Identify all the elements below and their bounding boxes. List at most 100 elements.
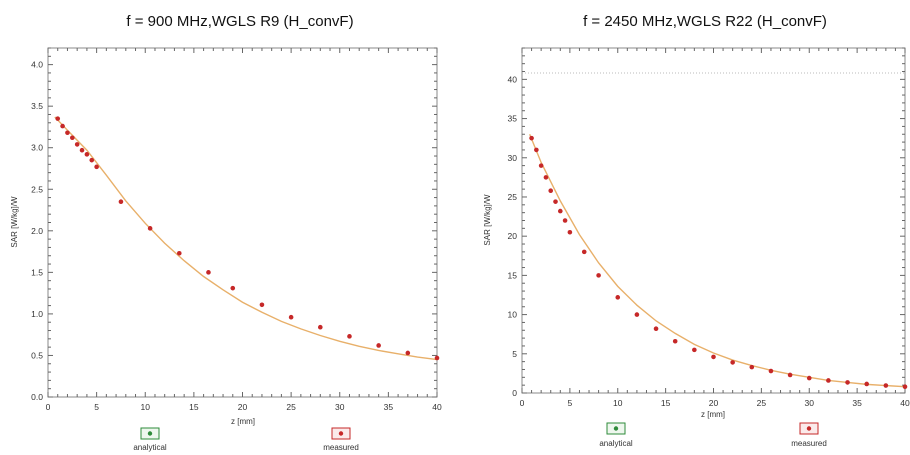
measured-point: [147, 226, 153, 231]
analytical-curve: [54, 116, 438, 361]
legend-label-measured: measured: [323, 443, 359, 452]
measured-point: [553, 199, 558, 204]
y-tick-labels: 0 5 10 15 20 25 30 35 40: [508, 74, 518, 398]
y-tick-label: 0.5: [31, 350, 43, 360]
measured-point: [711, 354, 716, 360]
measured-point: [845, 380, 850, 385]
measured-point: [787, 372, 793, 378]
y-tick-label: 1.0: [31, 309, 43, 319]
measured-point: [558, 208, 563, 214]
measured-point: [826, 378, 831, 383]
y-tick-label: 3.5: [31, 101, 43, 111]
measured-point: [543, 175, 549, 180]
y-tick-label: 35: [508, 114, 518, 124]
x-tick-label: 0: [520, 398, 525, 408]
x-tick-label: 25: [757, 398, 767, 408]
x-tick-label: 0: [46, 402, 51, 412]
measured-point: [883, 383, 889, 388]
x-tick-label: 25: [286, 402, 296, 412]
plot-frame: [47, 47, 438, 398]
measured-point: [230, 285, 236, 291]
measured-point: [548, 188, 554, 194]
x-axis-label: z [mm]: [701, 410, 725, 419]
x-tick-labels: 0 5 10 15 20 25 30 35 40: [46, 402, 442, 412]
measured-point: [562, 218, 568, 223]
measured-point: [288, 314, 294, 320]
x-tick-labels: 0 5 10 15 20 25 30 35 40: [520, 398, 910, 408]
y-axis-label: SAR [W/kg]/W: [483, 194, 492, 246]
legend-label-analytical: analytical: [599, 439, 633, 448]
tick-marks: [521, 47, 906, 394]
x-tick-label: 35: [852, 398, 862, 408]
measured-point: [206, 270, 211, 275]
y-axis-label: SAR [W/kg]/W: [10, 196, 19, 248]
measured-point: [730, 360, 735, 365]
x-tick-label: 35: [384, 402, 394, 412]
x-tick-label: 20: [709, 398, 719, 408]
x-tick-label: 10: [613, 398, 623, 408]
y-tick-label: 4.0: [31, 60, 43, 70]
x-tick-label: 5: [94, 402, 99, 412]
tick-marks: [47, 47, 438, 398]
measured-point: [615, 295, 621, 300]
y-tick-label: 3.0: [31, 143, 43, 153]
x-tick-label: 30: [805, 398, 815, 408]
measured-point: [653, 326, 659, 332]
legend-analytical-icon: [147, 431, 153, 436]
measured-point: [806, 375, 812, 381]
x-tick-label: 40: [900, 398, 910, 408]
measured-point: [534, 147, 539, 153]
measured-point: [70, 135, 75, 141]
legend-measured-icon: [806, 426, 812, 431]
y-tick-label: 0.0: [31, 392, 43, 402]
measured-point: [376, 343, 381, 348]
measured-point: [672, 338, 678, 344]
measured-point: [55, 116, 61, 121]
measured-point: [259, 302, 265, 308]
measured-point: [60, 123, 65, 129]
y-tick-label: 0: [512, 388, 517, 398]
measured-point: [89, 157, 95, 163]
legend-label-measured: measured: [791, 439, 827, 448]
measured-point: [749, 364, 755, 370]
y-tick-label: 2.5: [31, 184, 43, 194]
x-tick-label: 40: [432, 402, 442, 412]
y-tick-label: 20: [508, 231, 518, 241]
measured-point: [634, 312, 640, 317]
y-tick-label: 1.5: [31, 267, 43, 277]
y-tick-label: 25: [508, 192, 518, 202]
measured-point: [94, 164, 99, 170]
x-tick-label: 30: [335, 402, 345, 412]
chart-right: f = 2450 MHz,WGLS R22 (H_convF) 0 5 10 15 20…: [483, 13, 910, 448]
measured-point: [581, 249, 587, 255]
measured-point: [567, 229, 573, 235]
chart-title: f = 2450 MHz,WGLS R22 (H_convF): [583, 13, 827, 30]
analytical-curve: [529, 133, 906, 388]
legend: analytical measured: [133, 427, 359, 452]
measured-point: [902, 384, 908, 390]
measured-markers: [55, 116, 440, 361]
chart-left: f = 900 MHz,WGLS R9 (H_convF) 0 5 10 15 20 25…: [10, 13, 442, 452]
measured-point: [347, 334, 352, 339]
measured-point: [84, 152, 90, 157]
measured-point: [529, 135, 534, 141]
measured-point: [118, 199, 124, 205]
measured-markers: [529, 135, 908, 390]
y-tick-labels: 0.0 0.5 1.0 1.5 2.0 2.5 3.0 3.5 4.0: [31, 60, 43, 402]
x-axis-label: z [mm]: [231, 417, 255, 426]
measured-point: [65, 130, 70, 136]
x-tick-label: 20: [238, 402, 248, 412]
y-tick-label: 5: [512, 349, 517, 359]
x-tick-label: 15: [661, 398, 671, 408]
y-tick-label: 10: [508, 310, 518, 320]
x-tick-label: 15: [189, 402, 199, 412]
measured-point: [176, 250, 182, 256]
chart-title: f = 900 MHz,WGLS R9 (H_convF): [126, 13, 353, 30]
legend-measured-icon: [338, 431, 344, 436]
measured-point: [434, 355, 440, 361]
y-tick-label: 30: [508, 153, 518, 163]
measured-point: [318, 324, 323, 330]
legend: analytical measured: [599, 422, 827, 448]
measured-point: [538, 163, 544, 168]
